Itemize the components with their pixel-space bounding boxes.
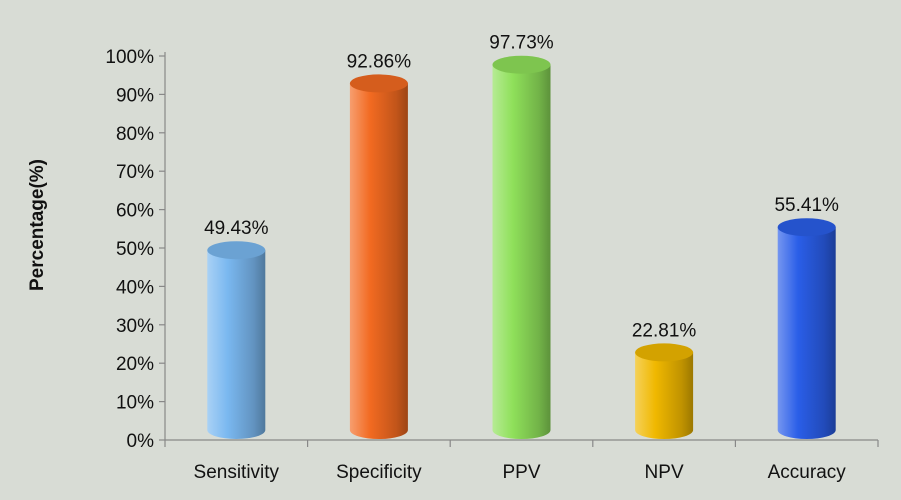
data-label: 22.81% — [632, 320, 697, 341]
category-label: NPV — [645, 462, 684, 483]
bar-specificity — [349, 74, 408, 439]
category-label: Sensitivity — [194, 462, 280, 483]
bar-top — [207, 241, 266, 260]
y-tick-label: 40% — [116, 277, 154, 298]
y-axis-title: Percentage(%) — [27, 159, 48, 291]
data-label: 92.86% — [347, 51, 412, 72]
bars — [207, 55, 836, 439]
bar-top — [492, 55, 551, 74]
bar-ppv — [492, 55, 551, 439]
bar-sensitivity — [207, 241, 266, 439]
bar-body — [349, 83, 408, 439]
data-label: 97.73% — [489, 33, 554, 54]
bar-body — [777, 227, 836, 439]
y-tick-label: 30% — [116, 316, 154, 337]
bar-accuracy — [777, 218, 836, 439]
bar-top — [635, 343, 694, 362]
bar-body — [635, 352, 694, 439]
labels: 49.43% Sensitivity 92.86% Specificity 97.73%… — [194, 33, 847, 483]
y-tick-label: 60% — [116, 201, 154, 222]
y-tick-label: 90% — [116, 85, 154, 106]
bar-top — [777, 218, 836, 237]
bar-npv — [635, 343, 694, 439]
y-tick-label: 80% — [116, 124, 154, 145]
category-label: Specificity — [336, 462, 422, 483]
bar-body — [492, 64, 551, 439]
category-label: Accuracy — [768, 462, 847, 483]
category-label: PPV — [502, 462, 540, 483]
y-tick-label: 100% — [105, 47, 154, 68]
y-tick-label: 70% — [116, 162, 154, 183]
axes: 0% 10% 20% 30% 40% 50% 60% 70% 80% 90% 100% — [105, 47, 879, 452]
bar-top — [349, 74, 408, 93]
y-tick-label: 0% — [127, 431, 155, 452]
data-label: 55.41% — [774, 195, 839, 216]
bar-body — [207, 250, 266, 439]
y-tick-label: 50% — [116, 239, 154, 260]
y-tick-label: 20% — [116, 354, 154, 375]
data-label: 49.43% — [204, 218, 269, 239]
y-tick-label: 10% — [116, 393, 154, 414]
